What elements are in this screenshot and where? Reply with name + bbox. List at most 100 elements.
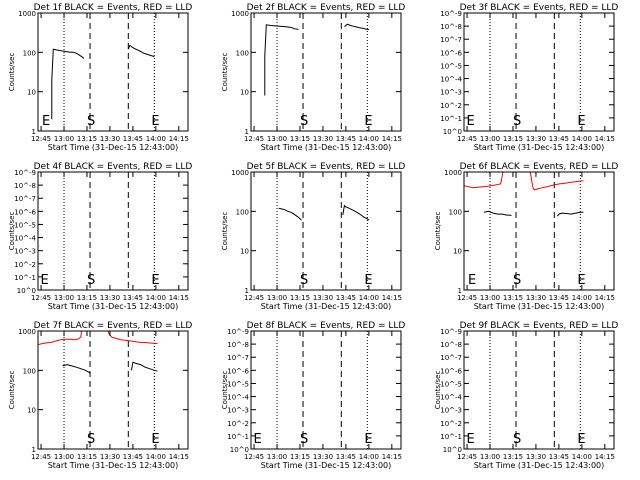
x-tick-label: 13:15: [290, 294, 310, 302]
y-tick-label: 10^-1: [440, 433, 462, 441]
marker-label: E: [577, 114, 585, 129]
x-axis-label: Start Time (31-Dec-15 12:43:00): [474, 461, 605, 470]
y-tick-label: 10^-4: [440, 76, 462, 84]
x-tick-label: 13:30: [313, 135, 333, 143]
y-tick-label: 10^-2: [14, 261, 36, 269]
x-tick-label: 12:45: [244, 294, 264, 302]
y-tick-label: 10^-2: [227, 420, 249, 428]
x-tick-label: 13:30: [100, 453, 120, 461]
y-tick-label: 10^-8: [227, 341, 249, 349]
marker-label: E: [468, 273, 476, 288]
x-tick-label: 13:15: [77, 453, 97, 461]
y-tick-label: 1000: [231, 169, 249, 177]
y-tick-label: 10^-4: [227, 394, 249, 402]
y-tick-label: 10^-4: [440, 394, 462, 402]
y-tick-label: 10^-1: [14, 274, 36, 282]
x-tick-label: 14:15: [169, 453, 189, 461]
y-tick-label: 10^-5: [440, 62, 462, 70]
x-tick-label: 13:45: [549, 453, 569, 461]
marker-label: S: [87, 273, 95, 288]
y-tick-label: 100: [236, 208, 249, 216]
y-tick-label: 10: [27, 407, 36, 415]
plot-frame: [37, 330, 189, 450]
y-tick-label: 1: [458, 287, 462, 295]
y-tick-label: 10^-5: [440, 380, 462, 388]
marker-label: E: [364, 432, 372, 447]
y-tick-label: 10^-7: [440, 354, 462, 362]
x-tick-label: 12:45: [244, 135, 264, 143]
x-tick-label: 14:00: [572, 453, 592, 461]
x-tick-label: 14:15: [382, 135, 402, 143]
lld-series-line: [38, 331, 158, 346]
chart-panel-7: Det 7f BLACK = Events, RED = LLD S E 1 10 100…: [8, 321, 192, 470]
x-tick-label: 13:15: [503, 294, 523, 302]
marker-label: E: [151, 273, 159, 288]
y-tick-label: 10^-6: [14, 208, 36, 216]
y-tick-label: 10^-5: [14, 221, 36, 229]
x-tick-label: 13:45: [336, 294, 356, 302]
marker-label: S: [300, 432, 308, 447]
y-axis-label: Counts/sec: [8, 53, 16, 92]
y-tick-label: 10^-7: [14, 195, 36, 203]
x-tick-label: 13:15: [77, 294, 97, 302]
plot-frame: [250, 171, 402, 291]
x-tick-label: 13:30: [526, 453, 546, 461]
y-tick-label: 10^0: [443, 128, 462, 136]
x-axis-label: Start Time (31-Dec-15 12:43:00): [474, 143, 605, 152]
x-tick-label: 13:15: [77, 135, 97, 143]
y-axis-label: Counts/sec: [221, 53, 229, 92]
marker-label: S: [513, 114, 521, 129]
x-tick-label: 14:00: [572, 135, 592, 143]
x-tick-label: 14:15: [595, 135, 615, 143]
events-series-line: [127, 44, 155, 58]
marker-label: E: [577, 432, 585, 447]
x-tick-label: 13:30: [526, 294, 546, 302]
y-tick-label: 10^0: [443, 446, 462, 454]
y-tick-label: 10^-4: [14, 235, 36, 243]
x-tick-label: 14:00: [146, 294, 166, 302]
x-tick-label: 14:00: [146, 135, 166, 143]
x-axis-label: Start Time (31-Dec-15 12:43:00): [48, 461, 179, 470]
plot-frame: [250, 12, 402, 132]
events-series-line: [278, 207, 302, 221]
x-tick-label: 13:00: [267, 135, 287, 143]
marker-label: E: [41, 273, 49, 288]
chart-title: Det 4f BLACK = Events, RED = LLD: [34, 162, 193, 172]
y-tick-label: 10^-1: [440, 115, 462, 123]
y-tick-label: 10: [27, 89, 36, 97]
events-series-line: [483, 210, 512, 217]
x-tick-label: 13:00: [54, 453, 74, 461]
plot-frame: [37, 171, 189, 291]
x-tick-label: 12:45: [31, 294, 51, 302]
x-tick-label: 13:30: [100, 294, 120, 302]
x-tick-label: 12:45: [31, 135, 51, 143]
plot-frame: [250, 330, 402, 450]
y-axis-label: Counts/sec: [221, 371, 229, 410]
x-tick-label: 13:00: [480, 453, 500, 461]
chart-title: Det 9f BLACK = Events, RED = LLD: [460, 321, 619, 331]
x-tick-label: 13:45: [336, 135, 356, 143]
marker-label: E: [577, 273, 585, 288]
y-tick-label: 10: [240, 248, 249, 256]
marker-label: S: [513, 273, 521, 288]
y-tick-label: 10^-5: [227, 380, 249, 388]
y-tick-label: 10^-6: [440, 367, 462, 375]
y-tick-label: 10^-7: [440, 36, 462, 44]
y-tick-label: 10^-1: [227, 433, 249, 441]
y-axis-label: Counts/sec: [8, 212, 16, 251]
x-tick-label: 13:00: [480, 294, 500, 302]
events-series-line: [556, 211, 584, 217]
chart-title: Det 1f BLACK = Events, RED = LLD: [34, 3, 193, 13]
x-tick-label: 14:15: [595, 453, 615, 461]
chart-panel-2: Det 2f BLACK = Events, RED = LLD S E 1 10 100…: [221, 3, 405, 152]
y-tick-label: 1: [245, 128, 249, 136]
chart-title: Det 3f BLACK = Events, RED = LLD: [460, 3, 619, 13]
y-tick-label: 10^-9: [14, 169, 36, 177]
y-tick-label: 10^-3: [440, 407, 462, 415]
marker-label: S: [513, 432, 521, 447]
